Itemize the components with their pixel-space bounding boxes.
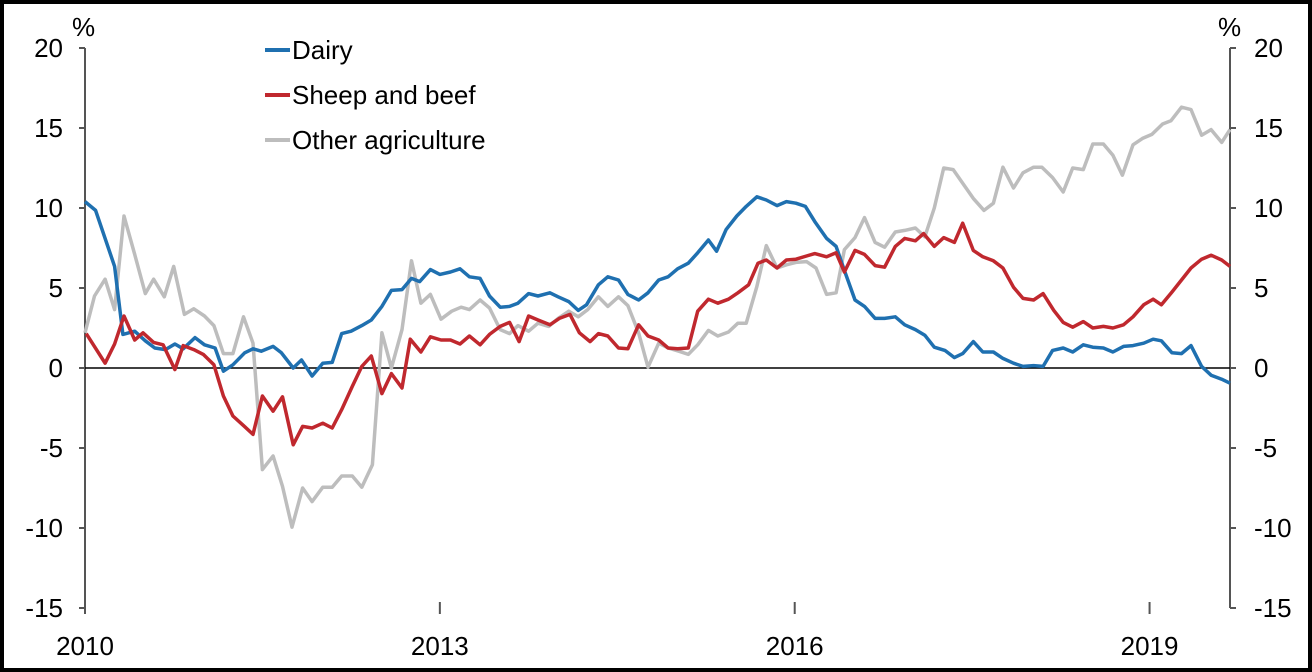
right-tick-label: 10 <box>1254 193 1283 223</box>
series-line-other-agriculture <box>83 105 1232 529</box>
left-tick-label: -15 <box>25 593 63 623</box>
x-tick-label: 2016 <box>766 631 824 661</box>
left-tick-label: -5 <box>40 433 63 463</box>
left-tick-label: 15 <box>34 113 63 143</box>
legend: Dairy Sheep and beef Other agriculture <box>265 35 486 155</box>
right-tick-label: 15 <box>1254 113 1283 143</box>
right-tick-label: 5 <box>1254 273 1268 303</box>
legend-label: Sheep and beef <box>292 80 476 110</box>
left-tick-label: 10 <box>34 193 63 223</box>
axes: -15 -15 -10 -10 -5 -5 0 0 5 5 10 10 15 15 20 20 2010 2013… <box>25 33 1291 661</box>
x-tick-label: 2013 <box>411 631 469 661</box>
right-tick-label: -5 <box>1254 433 1277 463</box>
left-axis-unit: % <box>72 12 95 42</box>
right-axis-unit: % <box>1218 12 1241 42</box>
series-lines <box>83 105 1232 529</box>
right-tick-label: 20 <box>1254 33 1283 63</box>
right-tick-label: 0 <box>1254 353 1268 383</box>
legend-label: Dairy <box>292 35 353 65</box>
x-tick-label: 2010 <box>56 631 114 661</box>
right-tick-label: -15 <box>1254 593 1292 623</box>
series-line-dairy <box>83 195 1231 385</box>
left-tick-label: -10 <box>25 513 63 543</box>
x-tick-label: 2019 <box>1121 631 1179 661</box>
legend-label: Other agriculture <box>292 125 486 155</box>
left-tick-label: 20 <box>34 33 63 63</box>
left-tick-label: 0 <box>49 353 63 383</box>
left-tick-label: 5 <box>49 273 63 303</box>
series-line-sheep-and-beef <box>84 221 1232 447</box>
right-tick-label: -10 <box>1254 513 1292 543</box>
